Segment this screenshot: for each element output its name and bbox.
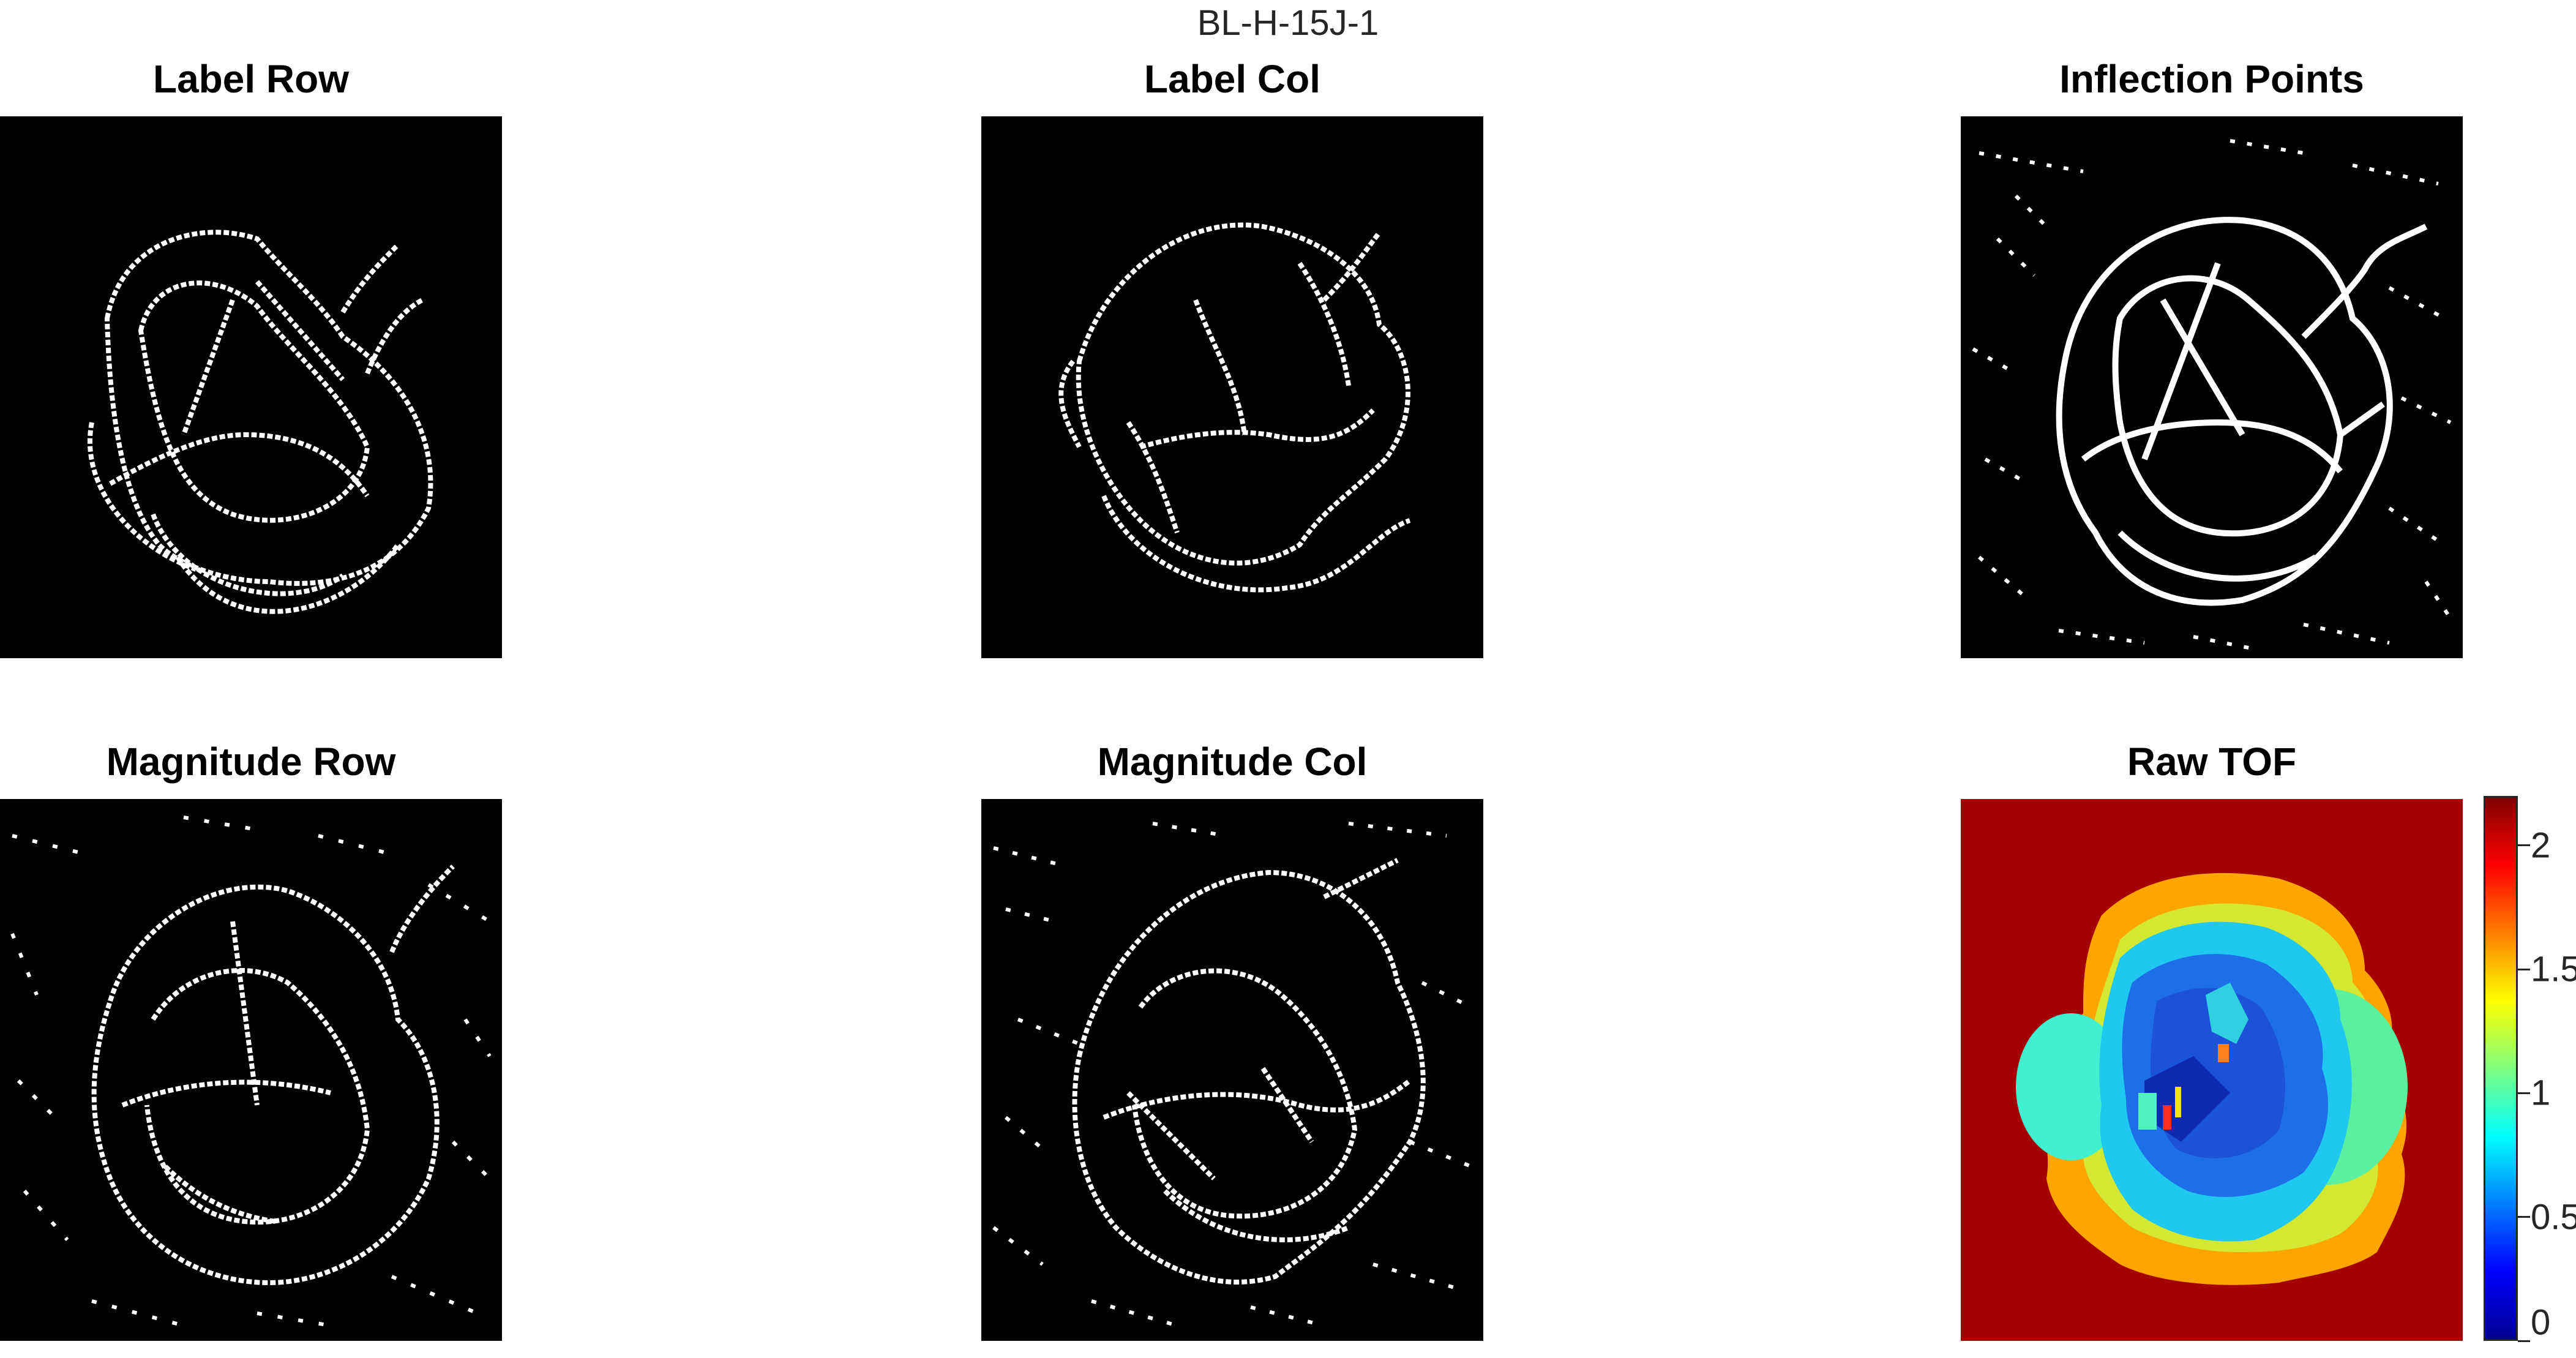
panel-title-raw-tof: Raw TOF (1961, 739, 2463, 784)
colorbar-tick-mark (2518, 1092, 2530, 1094)
colorbar-tick-mark (2518, 969, 2530, 970)
magnitude-row-image (0, 799, 502, 1341)
label-row-image (0, 116, 502, 658)
colorbar-tick-mark (2518, 1340, 2530, 1342)
raw-tof-image (1961, 799, 2463, 1341)
figure-suptitle: BL-H-15J-1 (0, 2, 2576, 43)
colorbar-tick-label: 2 (2531, 825, 2550, 866)
label-col-image (981, 116, 1483, 658)
panel-title-magnitude-row: Magnitude Row (0, 739, 502, 784)
colorbar-tick-label: 0 (2531, 1302, 2550, 1343)
colorbar-tick-mark (2518, 1216, 2530, 1218)
colorbar-tick-mark (2518, 844, 2530, 846)
raw-tof-colorbar (2484, 796, 2518, 1341)
panel-title-label-col: Label Col (981, 56, 1483, 102)
colorbar-tick-label: 1.5 (2531, 949, 2576, 990)
colorbar-tick-label: 1 (2531, 1073, 2550, 1114)
magnitude-col-image (981, 799, 1483, 1341)
panel-title-label-row: Label Row (0, 56, 502, 102)
panel-title-magnitude-col: Magnitude Col (981, 739, 1483, 784)
colorbar-tick-label: 0.5 (2531, 1196, 2576, 1237)
inflection-points-image (1961, 116, 2463, 658)
panel-title-inflection-points: Inflection Points (1961, 56, 2463, 102)
